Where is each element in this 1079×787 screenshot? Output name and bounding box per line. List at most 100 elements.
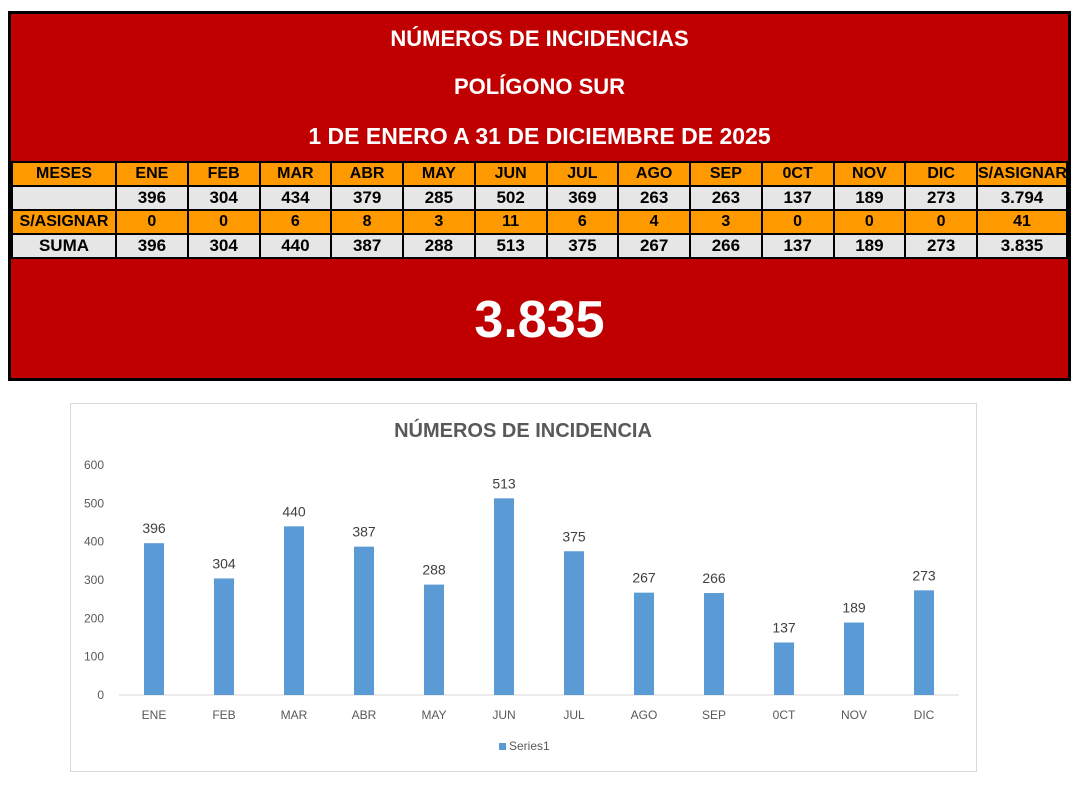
table-cell: 304 [186, 185, 261, 211]
table-cell: 369 [545, 185, 620, 211]
data-label: 137 [772, 619, 796, 635]
table-header-cell: ABR [330, 161, 404, 187]
table-header-cell: SEP [689, 161, 763, 187]
bar [564, 551, 584, 695]
data-label: 513 [492, 475, 516, 491]
table-cell: 387 [330, 233, 404, 259]
x-tick-label: FEB [212, 708, 235, 722]
table-cell: 6 [545, 209, 620, 235]
data-label: 375 [562, 528, 586, 544]
bar [914, 590, 934, 695]
table-cell: 396 [115, 185, 189, 211]
data-label: 396 [142, 520, 166, 536]
table-cell: 189 [832, 185, 907, 211]
x-tick-label: AGO [631, 708, 658, 722]
bar [494, 498, 514, 695]
table-cell: 0 [904, 209, 978, 235]
table-header-cell: NOV [832, 161, 907, 187]
table-row-label: SUMA [11, 233, 117, 259]
bar [844, 622, 864, 695]
table-cell: 137 [760, 185, 835, 211]
y-tick-label: 600 [84, 458, 104, 472]
table-header-cell: DIC [904, 161, 978, 187]
table-cell: 266 [689, 233, 763, 259]
table-header-cell: 0CT [760, 161, 835, 187]
table-row-label: S/ASIGNAR [11, 209, 117, 235]
table-header-cell: FEB [186, 161, 261, 187]
table-header-cell: ENE [115, 161, 189, 187]
bar [424, 584, 444, 695]
table-cell: 3.835 [976, 233, 1068, 259]
chart-container: NÚMEROS DE INCIDENCIA 0 100 200 300 400 500 600… [70, 403, 977, 772]
table-cell: 4 [617, 209, 691, 235]
table-cell: 304 [186, 233, 261, 259]
report-panel: NÚMEROS DE INCIDENCIAS POLÍGONO SUR 1 DE… [8, 11, 1071, 381]
table-header-cell: MAY [402, 161, 476, 187]
table-cell: 273 [904, 233, 978, 259]
x-tick-label: MAR [281, 708, 308, 722]
table-header-cell: JUL [545, 161, 620, 187]
table-cell: 396 [115, 233, 189, 259]
table-cell: 137 [760, 233, 835, 259]
x-tick-label: ABR [352, 708, 377, 722]
table-cell: 273 [904, 185, 978, 211]
table-row-label [11, 185, 117, 211]
table-cell: 0 [115, 209, 189, 235]
data-label: 304 [212, 555, 236, 571]
bar [634, 592, 654, 695]
bar [704, 593, 724, 695]
table-cell: 285 [402, 185, 476, 211]
bar [144, 543, 164, 695]
table-cell: 263 [617, 185, 691, 211]
bar [774, 642, 794, 695]
table-cell: 263 [689, 185, 763, 211]
report-period: 1 DE ENERO A 31 DE DICIEMBRE DE 2025 [308, 123, 771, 149]
table-header-cell: AGO [617, 161, 691, 187]
table-row: 396 304 434 379 285 502 369 263 263 137 189 273 3.79… [11, 185, 1068, 211]
data-label: 266 [702, 570, 726, 586]
table-cell: 0 [760, 209, 835, 235]
data-label: 189 [842, 600, 866, 616]
data-label: 267 [632, 570, 656, 586]
table-cell: 288 [402, 233, 476, 259]
x-tick-label: MAY [421, 708, 446, 722]
table-cell: 0 [832, 209, 907, 235]
x-tick-label: ENE [142, 708, 167, 722]
bar [284, 526, 304, 695]
table-cell: 6 [258, 209, 333, 235]
x-tick-label: DIC [914, 708, 935, 722]
y-tick-label: 500 [84, 496, 104, 510]
table-cell: 375 [545, 233, 620, 259]
bar [214, 578, 234, 695]
x-tick-label: NOV [841, 708, 867, 722]
y-tick-label: 200 [84, 611, 104, 625]
chart-title: NÚMEROS DE INCIDENCIA [394, 418, 652, 442]
y-tick-label: 300 [84, 573, 104, 587]
grand-total: 3.835 [474, 291, 605, 349]
data-label: 288 [422, 562, 446, 578]
table-header-cell: MESES [11, 161, 117, 187]
report-subtitle: POLÍGONO SUR [453, 74, 626, 99]
incidents-table: MESES ENE FEB MAR ABR MAY JUN JUL AGO SEP 0CT NOV DI… [11, 161, 1068, 259]
table-cell: 513 [473, 233, 548, 259]
table-header-row: MESES ENE FEB MAR ABR MAY JUN JUL AGO SEP 0CT NOV DI… [11, 161, 1068, 187]
x-tick-label: SEP [702, 708, 726, 722]
table-cell: 11 [473, 209, 548, 235]
table-cell: 440 [258, 233, 333, 259]
table-row: SUMA 396 304 440 387 288 513 375 267 266 137 189 273… [11, 233, 1068, 259]
legend-label: Series1 [509, 739, 550, 753]
table-cell: 267 [617, 233, 691, 259]
table-cell: 379 [330, 185, 404, 211]
table-cell: 41 [976, 209, 1068, 235]
table-row: S/ASIGNAR 0 0 6 8 3 11 6 4 3 0 0 0 41 [11, 209, 1068, 235]
table-cell: 434 [258, 185, 333, 211]
table-cell: 8 [330, 209, 404, 235]
table-cell: 3 [689, 209, 763, 235]
table-cell: 3.794 [976, 185, 1068, 211]
y-tick-label: 100 [84, 650, 104, 664]
x-tick-label: JUN [492, 708, 515, 722]
report-title: NÚMEROS DE INCIDENCIAS [390, 26, 689, 51]
table-header-cell: S/ASIGNAR [976, 161, 1068, 187]
legend-swatch [499, 743, 506, 750]
table-header-cell: MAR [258, 161, 333, 187]
